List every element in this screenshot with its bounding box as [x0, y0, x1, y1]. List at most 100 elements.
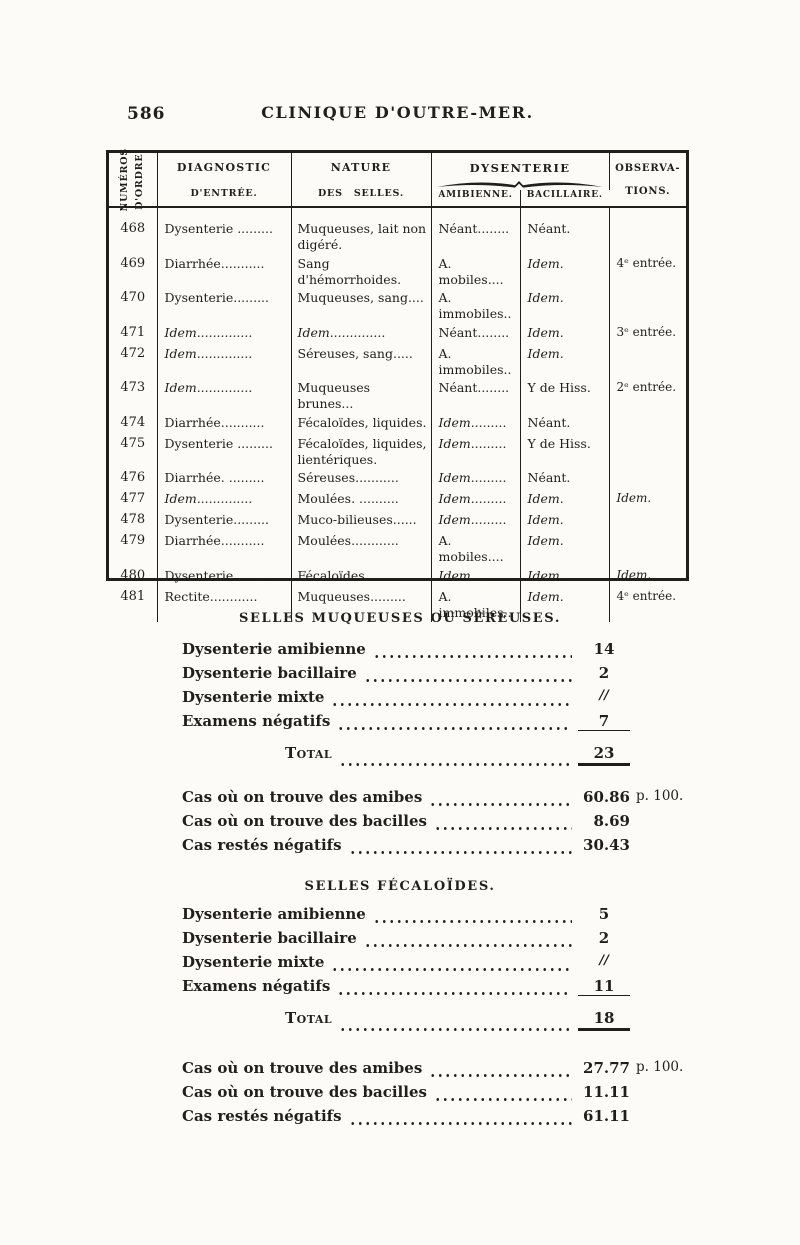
- cell-diagnostic: Idem..............: [157, 379, 292, 414]
- stat-row: Examens négatifs 7: [182, 712, 688, 736]
- stat-label: Dysenterie bacillaire: [182, 664, 357, 682]
- stat-unit: p. 100.: [636, 788, 684, 804]
- cell-num: 479: [109, 532, 158, 567]
- cell-amibienne: Néant........: [431, 207, 521, 255]
- cell-observations: [609, 345, 686, 380]
- column-header-nature: NATURE DES SELLES.: [291, 153, 432, 208]
- stat-value: //: [599, 953, 609, 968]
- column-header-numeros-line2: D'ORDRE.: [133, 149, 145, 210]
- running-head: 586 CLINIQUE D'OUTRE-MER.: [105, 103, 690, 125]
- cell-amibienne: A. immobiles..: [431, 587, 521, 622]
- cell-observations: 4ᵉ entrée.: [616, 588, 677, 603]
- stat-value: //: [599, 688, 609, 703]
- percent-row: Cas restés négatifs 30.43: [182, 836, 688, 860]
- dot-leader: [339, 1027, 572, 1031]
- stat-label: Cas où on trouve des bacilles: [182, 1083, 427, 1101]
- section-title-selles-muqueuses: SELLES MUQUEUSES OU SÉREUSES.: [239, 611, 561, 626]
- stat-label: Examens négatifs: [182, 977, 331, 995]
- cell-observations: [609, 414, 686, 435]
- cell-diagnostic: Dysenterie .........: [157, 434, 292, 469]
- cell-amibienne: Idem.........: [431, 490, 521, 511]
- dot-leader: [348, 850, 572, 854]
- column-header-numeros-line1: NUMÉROS: [119, 147, 131, 212]
- cell-bacillaire: Idem.: [520, 344, 610, 379]
- stat-label: Dysenterie bacillaire: [182, 929, 357, 947]
- dot-leader: [429, 1073, 572, 1077]
- cell-diagnostic: Dysenterie.........: [157, 511, 292, 532]
- cell-diagnostic: Idem..............: [157, 344, 292, 379]
- stat-value: 11: [578, 977, 630, 996]
- cell-nature: Muqueuses, sang....: [291, 289, 432, 324]
- stat-label: Examens négatifs: [182, 712, 331, 730]
- stat-value: 2: [598, 929, 610, 947]
- dot-leader: [363, 943, 572, 947]
- table-row: 476 Diarrhée. ......... Séreuses..........…: [109, 469, 686, 490]
- column-header-amibienne: AMIBIENNE.: [431, 190, 521, 208]
- dot-leader: [339, 762, 572, 766]
- cell-amibienne: A. mobiles....: [431, 532, 521, 567]
- cell-amibienne: Idem.........: [431, 413, 521, 435]
- percent-row: Cas où on trouve des bacilles 11.11: [182, 1083, 688, 1107]
- cell-nature: Muqueuses, lait non digéré.: [291, 207, 432, 255]
- cell-diagnostic: Dysenterie.........: [157, 289, 292, 324]
- stat-value: 5: [598, 905, 610, 923]
- cell-num: 476: [109, 469, 158, 490]
- table-row: 469 Diarrhée........... Sang d'hémorrhoide…: [109, 254, 686, 289]
- cell-num: 480: [109, 566, 158, 588]
- dot-leader: [363, 678, 572, 682]
- stat-label: Dysenterie mixte: [182, 688, 325, 706]
- table-row: 475 Dysenterie ......... Fécaloïdes, liqui…: [109, 434, 686, 469]
- cell-num: 469: [109, 254, 158, 289]
- cases-table-frame: NUMÉROS D'ORDRE. DIAGNOSTIC D'ENTRÉE. NA…: [106, 148, 689, 622]
- cell-nature: Muqueuses.........: [291, 587, 432, 622]
- cell-nature: Fécaloïdes.........: [291, 566, 432, 588]
- total-row: Total 18: [182, 1009, 688, 1037]
- page-number: 586: [127, 104, 166, 124]
- stat-row: Examens négatifs 11: [182, 977, 688, 1001]
- cell-observations: [609, 289, 686, 324]
- column-header-numeros: NUMÉROS D'ORDRE.: [109, 148, 158, 211]
- stat-label: Dysenterie amibienne: [182, 640, 366, 658]
- cell-observations: [609, 469, 686, 490]
- cell-diagnostic: Dysenterie.........: [157, 566, 292, 588]
- cell-diagnostic: Idem..............: [157, 490, 292, 511]
- cell-amibienne: A. mobiles....: [431, 254, 521, 289]
- cell-diagnostic: Diarrhée. .........: [157, 469, 292, 490]
- stat-list-selles-fecaloides: Dysenterie amibienne 5 Dysenterie bacillai…: [182, 905, 688, 1037]
- cell-nature: Moulées. ..........: [291, 490, 432, 511]
- cell-bacillaire: Idem.: [520, 323, 610, 345]
- table-row: 479 Diarrhée........... Moulées...........…: [109, 532, 686, 567]
- cell-diagnostic: Diarrhée...........: [157, 254, 292, 289]
- stat-row: Dysenterie bacillaire 2: [182, 664, 688, 688]
- cell-diagnostic: Dysenterie .........: [157, 207, 292, 255]
- table-row: 477 Idem.............. Moulées. ..........…: [109, 490, 686, 511]
- cell-bacillaire: Néant.: [520, 469, 610, 490]
- cell-nature: Sang d'hémorrhoides.: [291, 254, 432, 289]
- cell-observations: 4ᵉ entrée.: [616, 255, 677, 270]
- dot-leader: [331, 702, 572, 706]
- dot-leader: [372, 654, 572, 658]
- cell-bacillaire: Idem.: [520, 587, 610, 622]
- cell-nature: Fécaloïdes, liquides.: [291, 413, 432, 435]
- total-label: Total: [285, 1009, 333, 1027]
- cell-amibienne: Néant........: [431, 379, 521, 414]
- cell-num: 468: [109, 207, 158, 255]
- stat-value: 60.86: [583, 788, 630, 806]
- dot-leader: [337, 726, 572, 730]
- cell-nature: Séreuses...........: [291, 469, 432, 490]
- cell-amibienne: A. immobiles..: [431, 289, 521, 324]
- table-row: 471 Idem.............. Idem.............. N…: [109, 323, 686, 345]
- stat-label: Cas où on trouve des bacilles: [182, 812, 427, 830]
- cell-nature: Muco-bilieuses......: [291, 511, 432, 532]
- stat-row: Dysenterie bacillaire 2: [182, 929, 688, 953]
- table-header: NUMÉROS D'ORDRE. DIAGNOSTIC D'ENTRÉE. NA…: [109, 148, 686, 211]
- dot-leader: [433, 826, 572, 830]
- stat-value: 14: [593, 640, 615, 658]
- stat-label: Dysenterie mixte: [182, 953, 325, 971]
- column-header-observations: OBSERVA- TIONS.: [609, 153, 686, 208]
- stat-label: Cas où on trouve des amibes: [182, 788, 423, 806]
- cell-bacillaire: Idem.: [520, 254, 610, 289]
- cell-num: 477: [109, 490, 158, 511]
- stat-list-selles-muqueuses: Dysenterie amibienne 14 Dysenterie bacilla…: [182, 640, 688, 772]
